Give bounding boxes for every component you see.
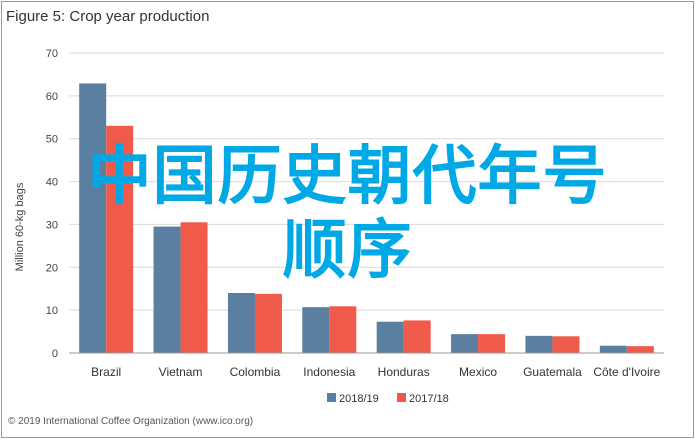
y-tick-label: 20 [46,262,58,274]
legend-label: 2017/18 [409,393,449,405]
bar-2017-18 [403,320,431,353]
legend-swatch [327,393,336,402]
y-axis-label: Million 60-kg bags [14,182,26,271]
bar-2018-19 [153,226,181,353]
legend-swatch [397,393,406,402]
x-tick-label: Brazil [91,365,121,379]
x-tick-label: Côte d'Ivoire [593,365,660,379]
x-tick-label: Guatemala [523,365,582,379]
bar-2017-18 [106,125,134,353]
x-tick-label: Mexico [459,365,497,379]
bars [79,83,654,353]
legend-label: 2018/19 [339,393,379,405]
x-tick-label: Colombia [230,365,281,379]
bar-2018-19 [79,83,107,353]
bar-2018-19 [525,335,553,353]
bar-2017-18 [254,293,282,353]
source-note: © 2019 International Coffee Organization… [8,416,254,427]
y-tick-label: 70 [46,48,58,60]
y-tick-label: 10 [46,305,58,317]
y-tick-label: 50 [46,134,58,146]
y-tick-label: 60 [46,91,58,103]
x-tick-label: Vietnam [159,365,203,379]
figure-title: Figure 5: Crop year production [6,8,210,25]
x-tick-label: Honduras [378,365,430,379]
y-tick-labels: 0 10 20 30 40 50 60 70 [46,48,58,360]
bar-2017-18 [329,306,357,353]
x-tick-labels: Brazil Vietnam Colombia Indonesia Honduras Me… [91,365,660,379]
bar-2018-19 [599,345,627,353]
y-tick-label: 0 [52,348,58,360]
bar-2017-18 [180,222,208,353]
bar-2018-19 [376,321,404,353]
bar-2017-18 [478,334,506,353]
x-tick-label: Indonesia [303,365,355,379]
legend: 2018/19 2017/18 [327,393,449,405]
bar-2018-19 [302,307,330,353]
bar-2017-18 [552,336,580,353]
bar-2017-18 [626,346,654,353]
y-tick-label: 40 [46,177,58,189]
y-tick-label: 30 [46,219,58,231]
bar-2018-19 [451,334,479,353]
bar-2018-19 [227,293,255,353]
